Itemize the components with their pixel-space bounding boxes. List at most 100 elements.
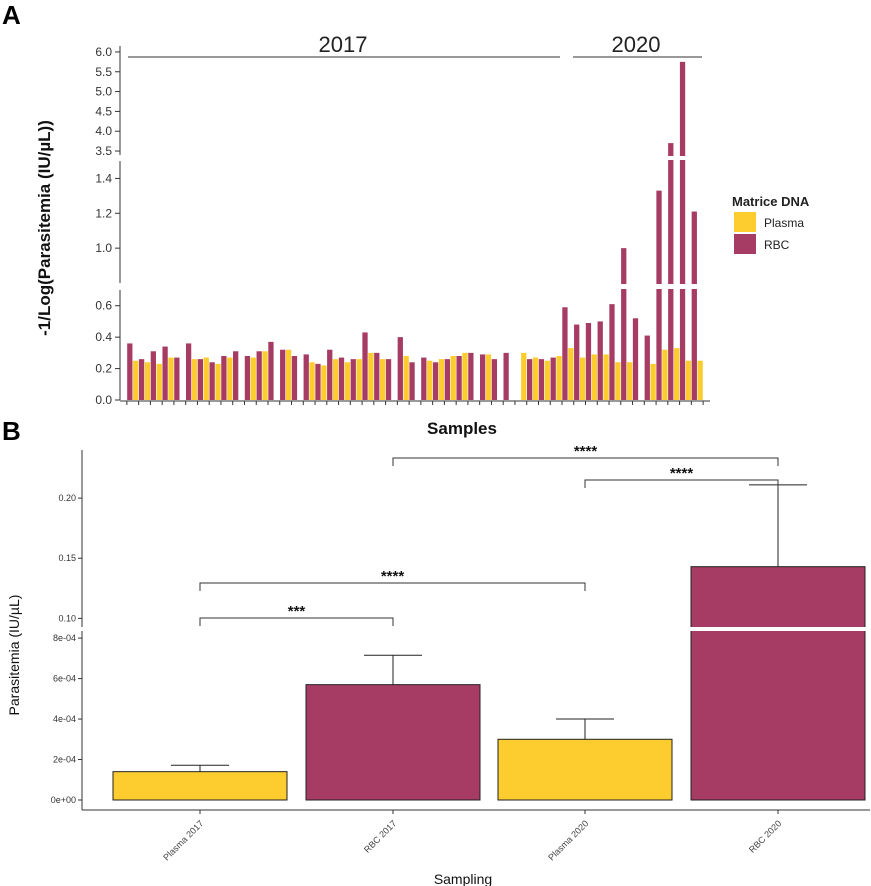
panel-a-y-tick-label: 0.6 <box>95 299 112 313</box>
legend-title: Matrice DNA <box>732 194 810 209</box>
significance-label: **** <box>574 443 598 460</box>
bar-plasma <box>332 359 339 400</box>
bar-plasma <box>356 359 362 400</box>
significance-bracket <box>199 617 394 626</box>
significance-label: **** <box>381 568 405 585</box>
group-label-2020: 2020 <box>612 32 661 57</box>
bar-plasma <box>262 351 268 400</box>
bar-plasma <box>462 352 468 400</box>
significance-label: *** <box>288 603 306 620</box>
bar-rbc <box>656 190 662 400</box>
panel-b-y-tick-label: 0.10 <box>58 613 76 623</box>
bar-rbc <box>679 61 686 400</box>
bar-rbc <box>256 351 262 400</box>
panel-b-y-tick-label: 6e-04 <box>53 674 76 684</box>
bar-rbc <box>327 349 333 400</box>
bar-rbc <box>268 341 274 400</box>
panel-a-y-tick-label: 4.0 <box>95 124 112 138</box>
significance-bracket <box>199 582 586 591</box>
bar-plasma <box>556 356 562 400</box>
panel-a-bars <box>127 61 703 401</box>
bar-plasma <box>438 359 445 400</box>
significance-bracket <box>584 479 779 488</box>
bar-plasma <box>203 357 209 400</box>
bar-rbc <box>644 335 650 400</box>
panel-a-y-axis-title: -1/Log(Parasitemia (IU/µL)) <box>35 120 54 336</box>
bar-rbc <box>315 363 321 400</box>
bar-plasma <box>532 357 539 400</box>
bar-rbc <box>174 357 180 400</box>
bar-rbc <box>338 357 345 400</box>
bar-rbc <box>350 359 356 400</box>
bar-rbc <box>233 351 239 400</box>
bar-rbc <box>374 352 380 400</box>
bar-rbc <box>409 362 415 400</box>
bar-plasma <box>403 356 409 400</box>
panel-a-x-axis-title: Samples <box>427 419 497 438</box>
bar-rbc <box>385 359 392 400</box>
panel-a-y-tick-label: 5.0 <box>95 85 112 99</box>
bar-plasma <box>112 771 288 801</box>
panel-a-y-tick-label: 0.2 <box>95 362 112 376</box>
bar-rbc <box>562 307 568 400</box>
bar-plasma <box>168 357 174 400</box>
bar-rbc <box>432 362 439 400</box>
bar-rbc <box>185 343 192 400</box>
bar-rbc <box>305 684 481 801</box>
bar-plasma <box>285 349 292 400</box>
panel-b-x-tick-label: RBC 2017 <box>362 818 398 854</box>
bar-rbc <box>397 337 403 400</box>
panel-b-y-tick-label: 4e-04 <box>53 714 76 724</box>
bar-rbc <box>585 323 592 400</box>
panel-b-y-tick-label: 0.20 <box>58 493 76 503</box>
panel-b-significance: *************** <box>199 443 779 626</box>
bar-plasma <box>309 362 315 400</box>
axis-break-band <box>112 284 712 289</box>
panel-label-b: B <box>2 416 21 446</box>
bar-plasma <box>650 363 656 400</box>
bar-plasma <box>674 348 680 400</box>
group-label-2017: 2017 <box>319 32 368 57</box>
bar-rbc <box>527 359 533 400</box>
panel-a-y-tick-label: 1.0 <box>95 241 112 255</box>
panel-a-x-ticks <box>126 401 704 405</box>
bar-rbc <box>291 356 298 400</box>
bar-plasma <box>450 356 456 400</box>
bar-rbc <box>621 248 627 400</box>
panel-a-y-tick-label: 6.0 <box>95 45 112 59</box>
panel-a-y-axis: 0.0 0.2 0.4 0.6 1.0 1.2 1.4 3.5 4.0 4.5 5.0 5.5 6.0 <box>95 45 121 407</box>
bar-rbc <box>280 349 286 400</box>
bar-plasma <box>591 354 597 400</box>
bar-rbc <box>491 359 498 400</box>
bar-plasma <box>615 362 621 400</box>
bar-rbc <box>574 324 580 400</box>
legend-label-plasma: Plasma <box>764 216 804 230</box>
bar-rbc <box>691 211 697 400</box>
panel-a-y-tick-label: 0.4 <box>95 330 112 344</box>
bar-rbc <box>538 359 545 400</box>
bar-rbc <box>597 321 603 400</box>
bar-plasma <box>368 352 374 400</box>
bar-plasma <box>662 349 668 400</box>
panel-b-x-tick-label: Plasma 2020 <box>546 818 590 862</box>
bar-rbc <box>550 357 556 400</box>
bar-plasma <box>227 357 233 400</box>
significance-bracket <box>392 457 779 466</box>
bar-rbc <box>444 359 450 400</box>
bar-plasma <box>191 359 198 400</box>
legend-swatch-plasma <box>734 212 756 232</box>
panel-a-y-tick-label: 4.5 <box>95 104 112 118</box>
panel-label-a: A <box>2 0 21 30</box>
bar-plasma <box>321 365 327 400</box>
panel-a-y-tick-label: 3.5 <box>95 144 112 158</box>
bar-rbc <box>138 359 145 400</box>
panel-b-x-tick-label: Plasma 2017 <box>161 818 205 862</box>
bar-plasma <box>144 362 151 400</box>
axis-break-band <box>112 156 712 160</box>
bar-rbc <box>162 346 168 400</box>
panel-b-y-tick-label: 2e-04 <box>53 755 76 765</box>
bar-rbc <box>127 343 133 400</box>
bar-rbc <box>421 357 427 400</box>
bar-plasma <box>380 359 386 400</box>
panel-b-y-tick-label: 0e+00 <box>51 795 76 805</box>
